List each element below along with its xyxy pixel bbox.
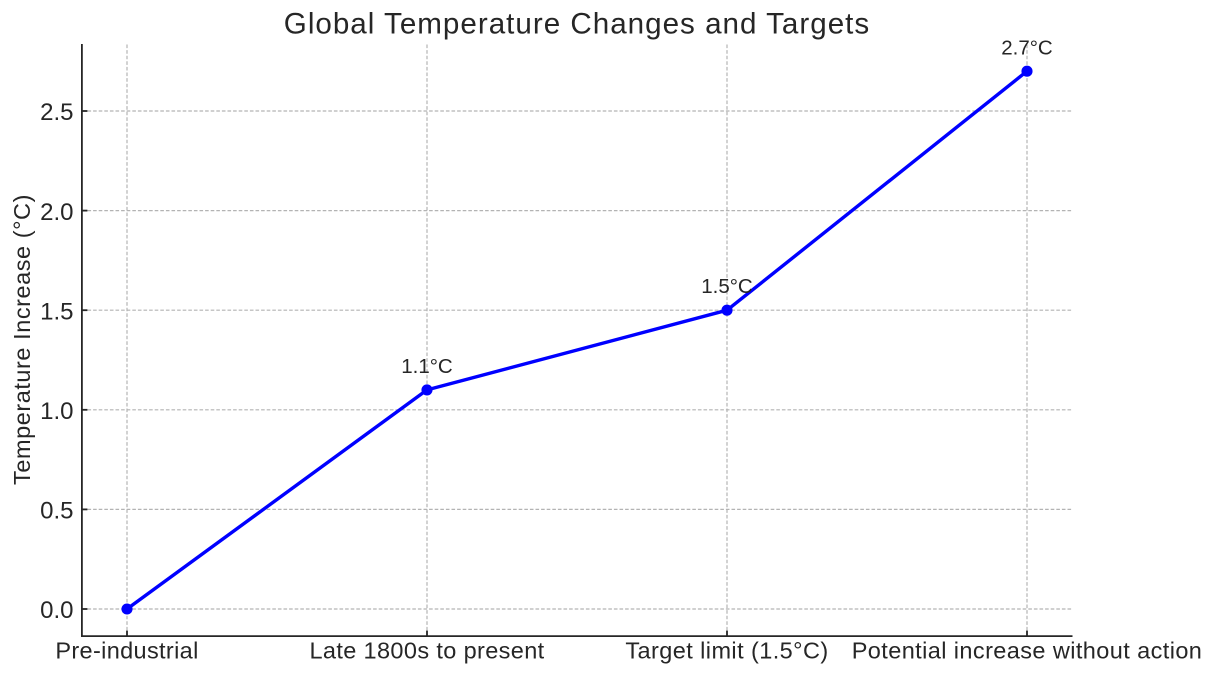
svg-text:1.5: 1.5 — [40, 298, 73, 325]
svg-text:Late 1800s to present: Late 1800s to present — [309, 638, 544, 664]
svg-text:Global Temperature Changes and: Global Temperature Changes and Targets — [284, 8, 870, 41]
svg-text:2.7°C: 2.7°C — [1001, 36, 1053, 59]
svg-text:2.5: 2.5 — [40, 99, 73, 126]
svg-text:Temperature Increase (°C): Temperature Increase (°C) — [9, 194, 35, 485]
svg-text:0.5: 0.5 — [40, 498, 73, 525]
svg-text:Potential increase without act: Potential increase without action — [852, 638, 1203, 664]
svg-text:1.5°C: 1.5°C — [701, 275, 753, 298]
svg-text:Target limit (1.5°C): Target limit (1.5°C) — [625, 638, 828, 664]
svg-text:2.0: 2.0 — [40, 199, 73, 226]
svg-text:1.1°C: 1.1°C — [401, 355, 453, 378]
svg-text:0.0: 0.0 — [40, 597, 73, 624]
svg-text:Pre-industrial: Pre-industrial — [55, 638, 198, 664]
svg-text:1.0: 1.0 — [40, 398, 73, 425]
